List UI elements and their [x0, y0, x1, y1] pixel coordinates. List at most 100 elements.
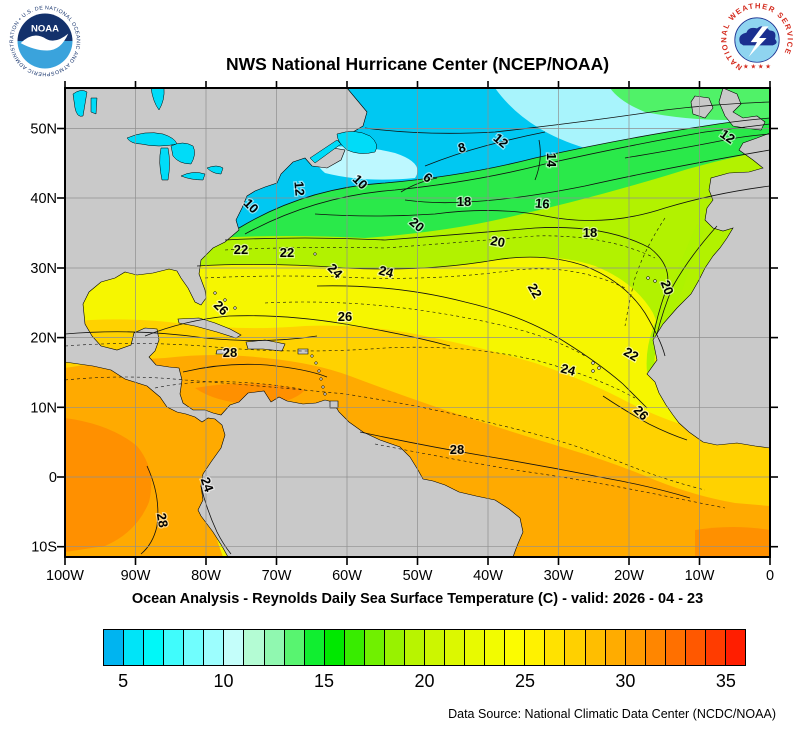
colorbar-tick-label: 25 — [514, 671, 535, 691]
colorbar-cell — [143, 630, 164, 665]
colorbar-cell — [303, 630, 324, 665]
colorbar-cell — [183, 630, 204, 665]
contour-label: 14 — [544, 153, 559, 168]
lakes — [72, 88, 377, 181]
colorbar-tick-label: 15 — [314, 671, 335, 691]
island-chains — [213, 252, 664, 396]
noaa-emblem-bottom — [17, 41, 73, 69]
axis-tick-label: 40N — [30, 191, 57, 207]
axis-tick-label: 10S — [31, 540, 57, 556]
colorbar-cell — [544, 630, 565, 665]
axis-tick-label: 50W — [403, 568, 433, 584]
noaa-seagull-icon — [20, 33, 69, 51]
colorbar-cells — [103, 629, 746, 666]
nws-lightning-icon — [748, 26, 769, 57]
land-ireland — [690, 95, 714, 119]
latitude-axis: 50N 40N 30N 20N 10N 0 10S — [30, 122, 57, 556]
dashed-contours — [65, 217, 726, 509]
colorbar-tick-label: 20 — [414, 671, 435, 691]
colorbar-cell — [464, 630, 485, 665]
colorbar-cell — [123, 630, 144, 665]
colorbar-cell — [624, 630, 645, 665]
nws-logo: NATIONAL WEATHER SERVICE ★ ★ ★ ★ — [720, 2, 794, 76]
axis-tick-label: 80W — [191, 568, 221, 584]
island-cuba — [177, 317, 242, 339]
colorbar-cell — [243, 630, 264, 665]
map-canvas — [65, 88, 770, 557]
colorbar-cell — [343, 630, 364, 665]
page-title: NWS National Hurricane Center (NCEP/NOAA… — [225, 54, 610, 74]
colorbar-cell — [263, 630, 284, 665]
noaa-wordmark: NOAA — [31, 23, 59, 34]
colorbar-cell — [604, 630, 625, 665]
island-puerto-rico — [297, 348, 309, 355]
contour-label: 24 — [377, 263, 396, 281]
colorbar-cell — [383, 630, 404, 665]
nws-stars: ★ ★ ★ ★ — [743, 64, 771, 71]
colorbar-cell — [704, 630, 725, 665]
contour-label: 18 — [457, 194, 471, 209]
colorbar-cell — [724, 630, 745, 665]
axis-tick-label: 40W — [473, 568, 503, 584]
contour-label: 24 — [559, 361, 578, 379]
contour-label: 20 — [658, 278, 677, 297]
colorbar-cell — [283, 630, 304, 665]
colorbar-cell — [684, 630, 705, 665]
colorbar-cell — [323, 630, 344, 665]
contour-label: 28 — [450, 442, 464, 457]
colorbar-cell — [444, 630, 465, 665]
contour-label: 28 — [154, 512, 171, 529]
axis-tick-label: 70W — [262, 568, 292, 584]
colorbar-cell — [424, 630, 445, 665]
island-trinidad — [329, 400, 339, 409]
contour-label: 26 — [338, 309, 352, 324]
colorbar-cell — [223, 630, 244, 665]
ocean-deep-orange-pacific — [65, 418, 152, 552]
axis-tick-label: 20N — [30, 331, 57, 347]
axis-tick-label: 30N — [30, 261, 57, 277]
colorbar-cell — [664, 630, 685, 665]
colorbar-cell — [203, 630, 224, 665]
colorbar-cell — [403, 630, 424, 665]
colorbar-cell — [564, 630, 585, 665]
colorbar-tick-label: 35 — [715, 671, 736, 691]
colorbar-cell — [363, 630, 384, 665]
contour-label: 22 — [280, 245, 294, 260]
noaa-logo: NATIONAL OCEANIC AND ATMOSPHERIC ADMINIS… — [8, 4, 82, 78]
colorbar-cell — [104, 630, 124, 665]
colorbar-cell — [484, 630, 505, 665]
africa-upwelling — [646, 224, 705, 372]
axis-tick-label: 10N — [30, 400, 57, 416]
land-europe-africa — [646, 132, 770, 449]
data-source-note: Data Source: National Climatic Data Cent… — [448, 707, 776, 721]
colorbar-cell — [163, 630, 184, 665]
contour-label: 16 — [535, 195, 551, 211]
island-jamaica — [215, 348, 229, 355]
isotherm-contours — [65, 101, 770, 555]
noaa-emblem-top — [17, 13, 73, 41]
axis-tick-label: 90W — [121, 568, 151, 584]
contour-label: 22 — [234, 242, 248, 257]
colorbar-cell — [524, 630, 545, 665]
axis-tick-label: 0 — [766, 568, 774, 584]
longitude-axis: 100W 90W 80W 70W 60W 50W 40W 30W 20W 10W 0 — [46, 568, 774, 584]
contour-label: 20 — [489, 233, 506, 250]
colorbar-tick-label: 5 — [118, 671, 129, 691]
colorbar-tick-label: 30 — [615, 671, 636, 691]
axis-tick-label: 0 — [49, 470, 57, 486]
contour-label: 18 — [583, 225, 597, 240]
ocean-deep-orange-guinea — [695, 527, 770, 557]
colorbar-cell — [584, 630, 605, 665]
colorbar-cell — [504, 630, 525, 665]
axis-tick-label: 10W — [685, 568, 715, 584]
axis-tick-label: 50N — [30, 122, 57, 138]
map-caption: Ocean Analysis - Reynolds Daily Sea Surf… — [131, 591, 704, 607]
axis-ticks — [57, 81, 778, 565]
contour-label: 12 — [291, 181, 307, 197]
axis-tick-label: 60W — [332, 568, 362, 584]
graticule — [65, 88, 770, 557]
colorbar-tick-label: 10 — [213, 671, 234, 691]
land-americas — [65, 88, 524, 557]
